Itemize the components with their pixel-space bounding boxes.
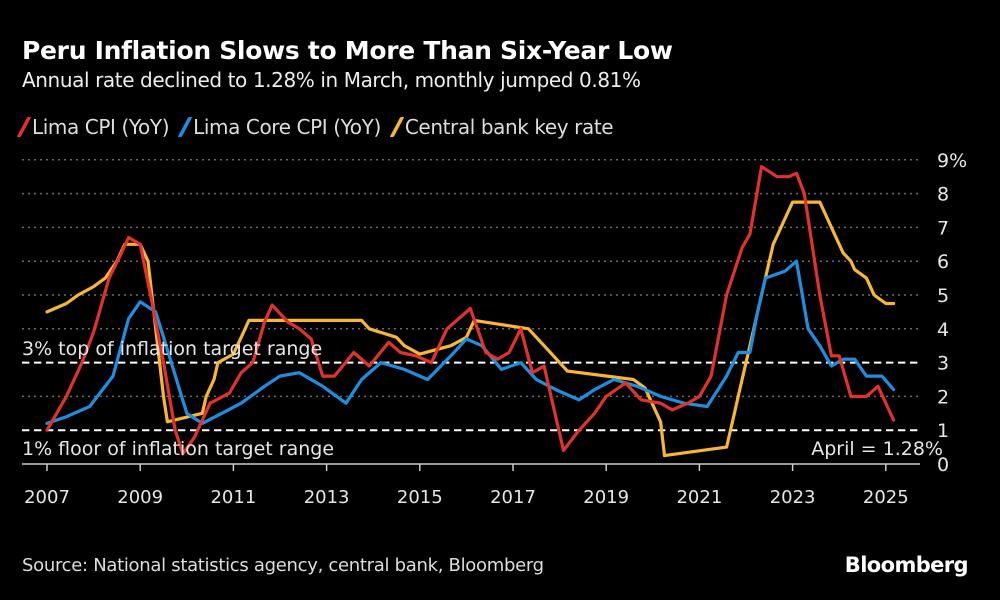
y-tick-label: 6 xyxy=(937,251,949,273)
x-tick-label: 2017 xyxy=(490,487,536,508)
x-tick-label: 2023 xyxy=(770,487,816,508)
y-tick-label: 9% xyxy=(937,150,967,172)
chart-subtitle: Annual rate declined to 1.28% in March, … xyxy=(22,68,641,92)
series-lines xyxy=(45,165,896,458)
legend-label-cpi: Lima CPI (YoY) xyxy=(32,115,170,139)
legend: Lima CPI (YoY) Lima Core CPI (YoY) Centr… xyxy=(16,115,614,139)
y-tick-label: 4 xyxy=(937,319,949,341)
x-tick-label: 2021 xyxy=(676,487,722,508)
series-line-core-cpi xyxy=(45,259,896,425)
y-tick-label: 7 xyxy=(937,217,949,239)
chart-title: Peru Inflation Slows to More Than Six-Ye… xyxy=(22,36,673,65)
source-note: Source: National statistics agency, cent… xyxy=(22,555,544,576)
x-tick-label: 2007 xyxy=(24,487,70,508)
x-tick-label: 2011 xyxy=(210,487,256,508)
legend-item-core-cpi: Lima Core CPI (YoY) xyxy=(177,115,381,139)
bloomberg-logo: Bloomberg xyxy=(844,553,969,577)
legend-item-cpi: Lima CPI (YoY) xyxy=(16,115,170,139)
legend-label-key-rate: Central bank key rate xyxy=(404,115,614,139)
x-tick-label: 2025 xyxy=(863,487,909,508)
y-tick-label: 1 xyxy=(937,420,949,442)
x-tick-label: 2019 xyxy=(583,487,629,508)
y-tick-label: 0 xyxy=(937,454,949,476)
x-tick-label: 2009 xyxy=(117,487,163,508)
target-top-label: 3% top of inflation target range xyxy=(22,338,322,360)
series-line-key-rate xyxy=(45,200,896,458)
target-floor-label: 1% floor of inflation target range xyxy=(22,438,334,460)
y-tick-label: 2 xyxy=(937,386,949,408)
y-tick-label: 8 xyxy=(937,184,949,206)
axes: 0 1 2 3 4 5 6 7 8 9% 2007 2009 2011 2013 2015 2017 2019 2… xyxy=(22,150,967,508)
x-tick-label: 2015 xyxy=(397,487,443,508)
x-tick-label: 2013 xyxy=(304,487,350,508)
legend-label-core-cpi: Lima Core CPI (YoY) xyxy=(193,115,381,139)
y-tick-label: 3 xyxy=(937,353,949,375)
series-line-cpi xyxy=(45,165,896,456)
legend-item-key-rate: Central bank key rate xyxy=(389,115,614,139)
y-tick-label: 5 xyxy=(937,285,949,307)
latest-value-annotation: April = 1.28% xyxy=(811,438,943,460)
gridlines xyxy=(22,159,920,431)
